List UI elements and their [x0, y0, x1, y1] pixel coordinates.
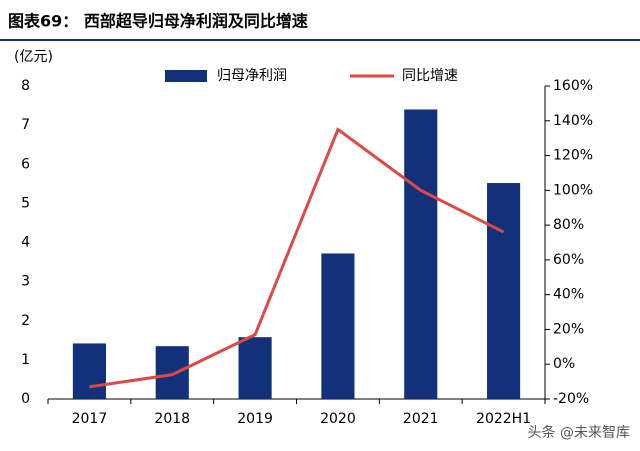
y2-tick-label: 0% — [553, 356, 575, 372]
y-tick-label: 6 — [21, 156, 30, 172]
y2-tick-label: -20% — [553, 391, 589, 407]
y-axis-label: (亿元) — [14, 49, 53, 65]
bar — [321, 253, 355, 399]
x-tick-label: 2019 — [237, 411, 273, 427]
chart-title: 图表69： 西部超导归母净利润及同比增速 — [8, 12, 308, 31]
y2-tick-label: 20% — [553, 321, 584, 337]
x-tick-label: 2022H1 — [476, 411, 531, 427]
legend-swatch — [165, 70, 207, 82]
watermark: 头条 @未来智库 — [528, 424, 630, 441]
y-tick-label: 2 — [21, 313, 30, 329]
y2-tick-label: 40% — [553, 287, 584, 303]
x-tick-label: 2020 — [320, 411, 356, 427]
y2-tick-label: 60% — [553, 252, 584, 268]
bar — [404, 109, 438, 399]
y-tick-label: 5 — [21, 195, 30, 211]
legend-label: 同比增速 — [402, 68, 458, 84]
y2-tick-label: 100% — [553, 182, 593, 198]
y-tick-label: 3 — [21, 274, 30, 290]
line — [89, 127, 505, 389]
y-tick-label: 4 — [21, 235, 30, 251]
y-tick-label: 8 — [21, 78, 30, 94]
y2-tick-label: 140% — [553, 113, 593, 129]
bar — [487, 183, 521, 399]
bar — [238, 337, 272, 399]
y2-tick-label: 120% — [553, 148, 593, 164]
bar — [155, 346, 189, 399]
x-tick-label: 2021 — [403, 411, 439, 427]
x-tick-label: 2018 — [154, 411, 190, 427]
y2-tick-label: 160% — [553, 78, 593, 94]
y-tick-label: 0 — [21, 391, 30, 407]
x-tick-label: 2017 — [72, 411, 108, 427]
legend-label: 归母净利润 — [217, 67, 287, 84]
y-tick-label: 7 — [21, 117, 30, 133]
y-tick-label: 1 — [21, 352, 30, 368]
bar — [72, 343, 106, 399]
y2-tick-label: 80% — [553, 217, 584, 233]
